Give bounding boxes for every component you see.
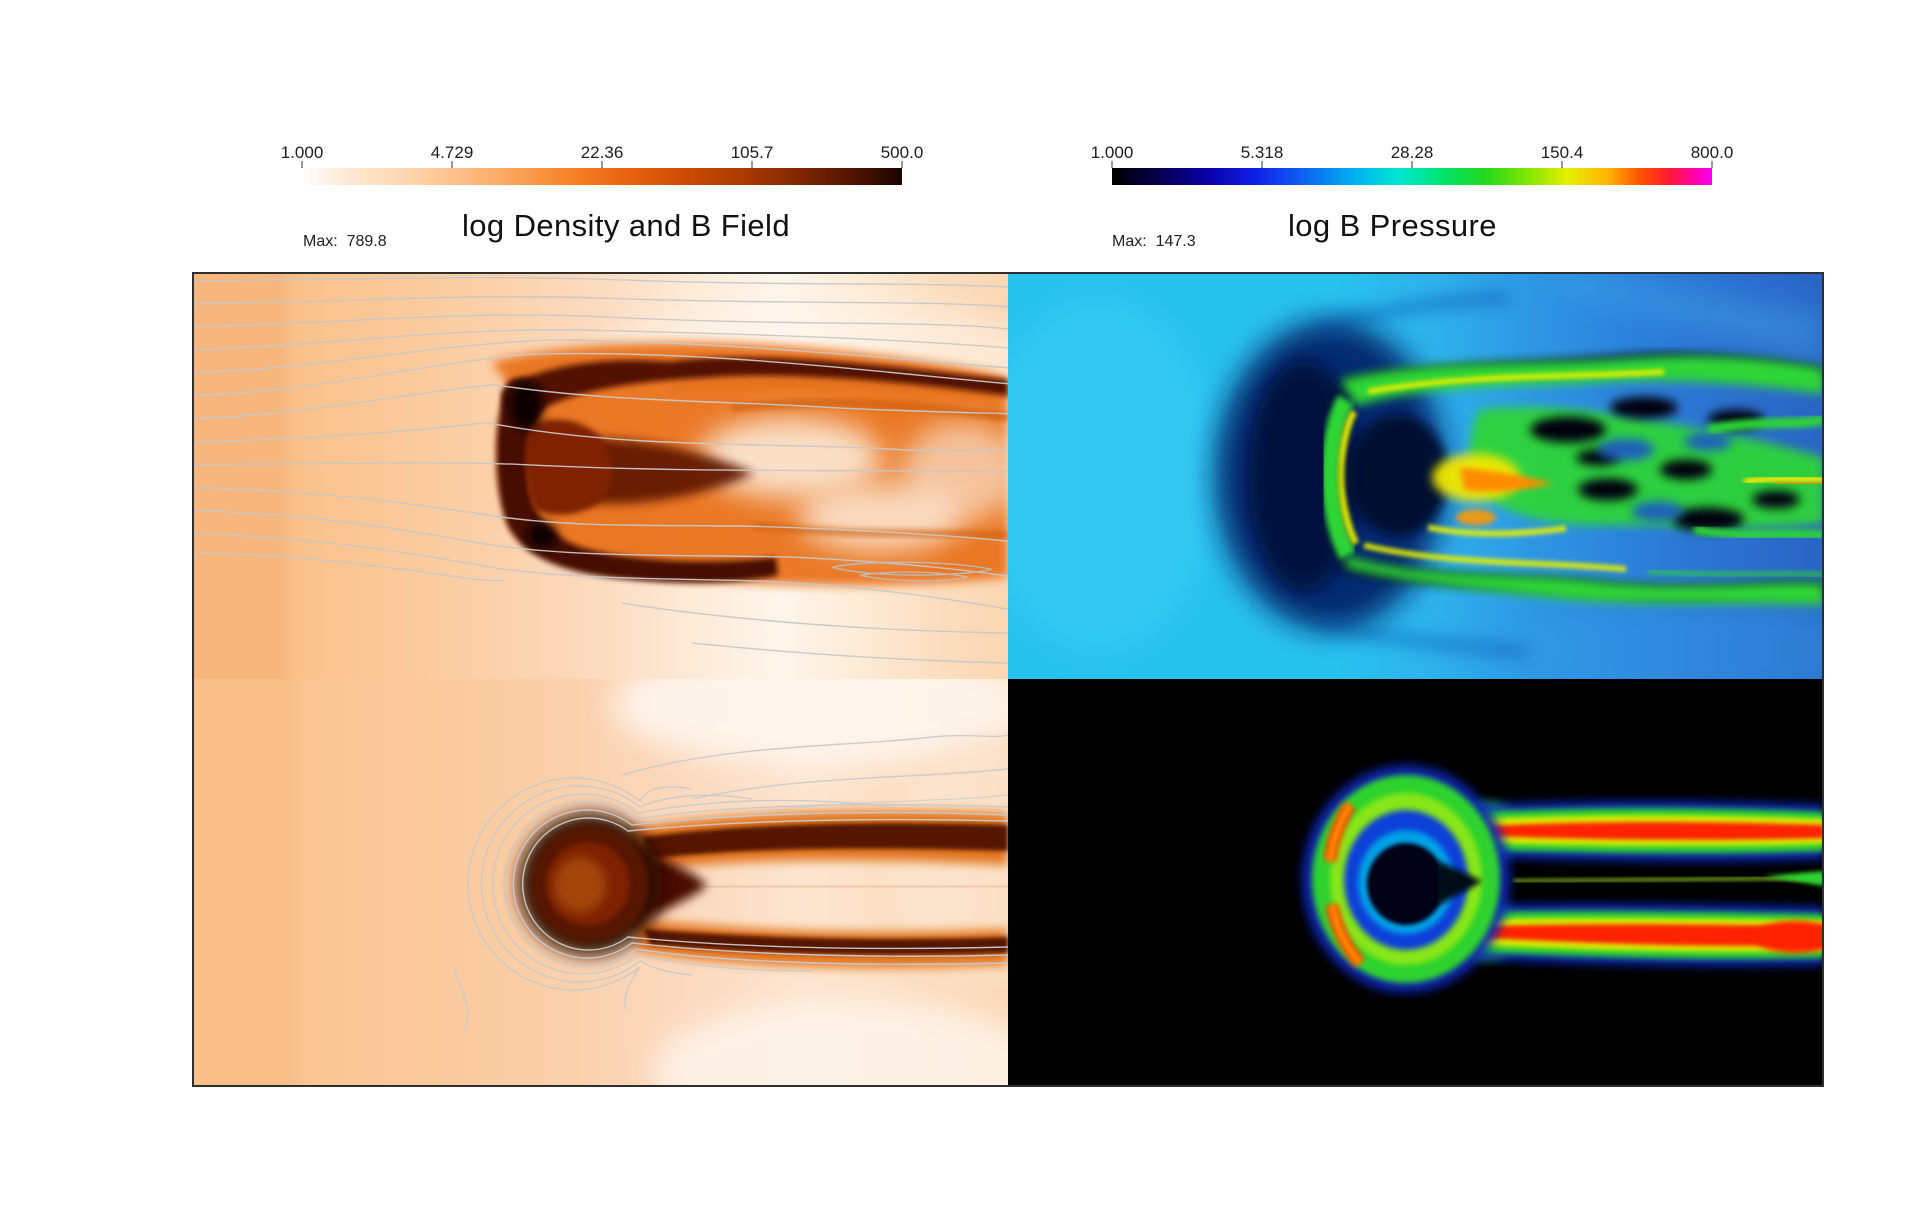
- pressure-tick-label: 5.318: [1240, 143, 1284, 162]
- density-bottom-panel: [192, 679, 1008, 1087]
- pressure-tick-mark: [1261, 161, 1263, 168]
- density-colorbar: 1.000 4.729 22.36 105.7 500.0: [281, 143, 923, 185]
- b-field-loop-streamlines: [453, 734, 1008, 1032]
- pressure-title: log B Pressure: [1288, 208, 1497, 243]
- pressure-tick-mark: [1561, 161, 1563, 168]
- pressure-tick-label: 150.4: [1540, 143, 1584, 162]
- density-tick-label: 500.0: [880, 143, 924, 162]
- density-tick-mark: [451, 161, 453, 168]
- density-tick-mark: [301, 161, 303, 168]
- plot-region: [192, 272, 1824, 1087]
- pressure-tick-mark: [1711, 161, 1713, 168]
- density-title: log Density and B Field: [462, 208, 790, 243]
- density-tick-mark: [601, 161, 603, 168]
- pressure-colorbar: 1.000 5.318 28.28 150.4 800.0: [1091, 143, 1733, 185]
- density-max: Max: 789.8: [303, 233, 387, 250]
- pressure-top-panel: [1008, 272, 1824, 679]
- pressure-tick-label: 1.000: [1090, 143, 1134, 162]
- field-island-contours: [831, 561, 993, 582]
- pressure-max: Max: 147.3: [1112, 233, 1196, 250]
- density-tick-label: 22.36: [580, 143, 624, 162]
- pressure-tick-mark: [1411, 161, 1413, 168]
- density-tick-label: 4.729: [430, 143, 474, 162]
- density-tick-label: 105.7: [730, 143, 774, 162]
- density-tick-mark: [751, 161, 753, 168]
- b-field-streamlines: [192, 277, 1008, 664]
- density-colorbar-gradient: [302, 168, 902, 185]
- density-tick-label: 1.000: [280, 143, 324, 162]
- density-tick-mark: [901, 161, 903, 168]
- pressure-bottom-panel: [1008, 679, 1824, 1087]
- pressure-colorbar-gradient: [1112, 168, 1712, 185]
- pressure-tick-label: 28.28: [1390, 143, 1434, 162]
- density-top-panel: [192, 272, 1008, 679]
- pressure-tick-mark: [1111, 161, 1113, 168]
- pressure-tick-label: 800.0: [1690, 143, 1734, 162]
